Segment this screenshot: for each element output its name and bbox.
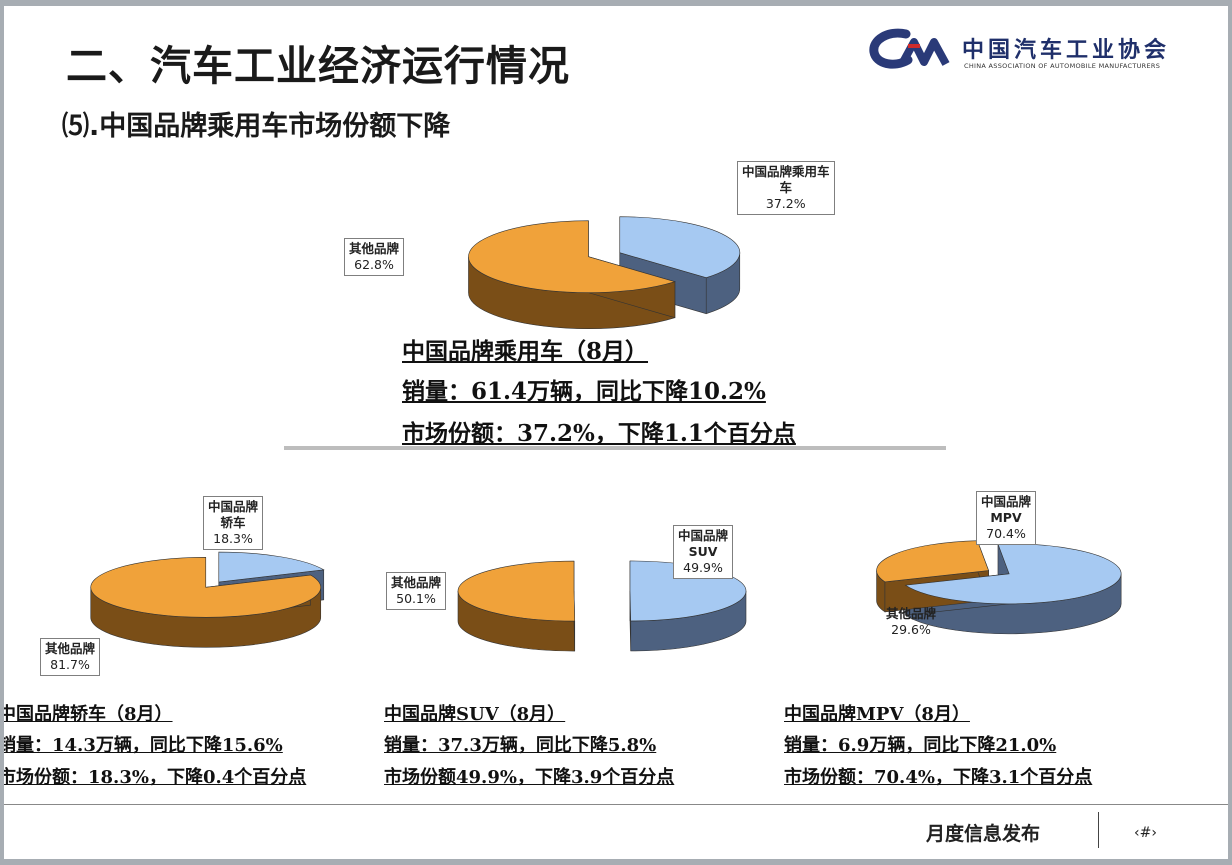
divider — [284, 446, 946, 450]
sedan-label-china: 中国品牌 轿车 18.3% — [203, 496, 264, 550]
suv-label-other: 其他品牌 50.1% — [386, 572, 447, 610]
sedan-slice-0 — [218, 551, 325, 583]
main-line-2: 销量：61.4万辆，同比下降10.2% — [402, 378, 766, 405]
caam-logo: 中国汽车工业协会 CHINA ASSOCIATION OF AUTOMOBILE… — [868, 24, 1188, 74]
suv-line-2: 销量：37.3万辆，同比下降5.8% — [384, 735, 657, 756]
suv-slice-1 — [457, 560, 576, 622]
sedan-pie-chart — [90, 551, 325, 648]
page-subtitle: ⑸.中国品牌乘用车市场份额下降 — [62, 111, 451, 142]
main-line-1: 中国品牌乘用车（8月） — [402, 338, 649, 365]
main-slice-1 — [468, 220, 676, 293]
sedan-line-2: 销量：14.3万辆，同比下降15.6% — [4, 735, 283, 756]
mpv-pie-chart — [876, 540, 1122, 635]
footer-text: 月度信息发布 — [926, 823, 1041, 845]
sedan-line-3: 市场份额：18.3%，下降0.4个百分点 — [4, 767, 307, 788]
logo-name-cn: 中国汽车工业协会 — [962, 38, 1171, 63]
main-label-china: 中国品牌乘用车车 37.2% — [737, 161, 835, 215]
footer-divider — [4, 804, 1228, 805]
slide: 二、汽车工业经济运行情况 ⑸.中国品牌乘用车市场份额下降 中国汽车工业协会 CH… — [4, 6, 1228, 859]
mpv-label-china: 中国品牌 MPV 70.4% — [976, 491, 1037, 545]
mpv-label-other: 其他品牌 29.6% — [886, 606, 937, 637]
mpv-slice-1 — [876, 540, 989, 583]
caam-logo-mark — [869, 28, 950, 69]
sedan-label-other: 其他品牌 81.7% — [40, 638, 101, 676]
logo-name-en: CHINA ASSOCIATION OF AUTOMOBILE MANUFACT… — [964, 62, 1161, 70]
mpv-line-1: 中国品牌MPV（8月） — [784, 704, 970, 725]
mpv-line-2: 销量：6.9万辆，同比下降21.0% — [784, 735, 1057, 756]
main-line-3: 市场份额：37.2%，下降1.1个百分点 — [402, 420, 796, 447]
page-number: ‹#› — [1134, 825, 1157, 841]
mpv-slice-0 — [904, 543, 1122, 605]
main-pie-chart — [468, 216, 741, 330]
page-title: 二、汽车工业经济运行情况 — [66, 42, 570, 90]
suv-line-1: 中国品牌SUV（8月） — [384, 704, 566, 725]
sedan-slice-1 — [90, 557, 321, 618]
footer-separator — [1098, 812, 1099, 848]
main-label-other: 其他品牌 62.8% — [344, 238, 405, 276]
suv-label-china: 中国品牌 SUV 49.9% — [673, 525, 734, 579]
main-slice-0 — [619, 216, 741, 278]
sedan-line-1: 中国品牌轿车（8月） — [4, 704, 173, 725]
suv-line-3: 市场份额49.9%，下降3.9个百分点 — [384, 767, 675, 788]
mpv-line-3: 市场份额：70.4%，下降3.1个百分点 — [784, 767, 1093, 788]
